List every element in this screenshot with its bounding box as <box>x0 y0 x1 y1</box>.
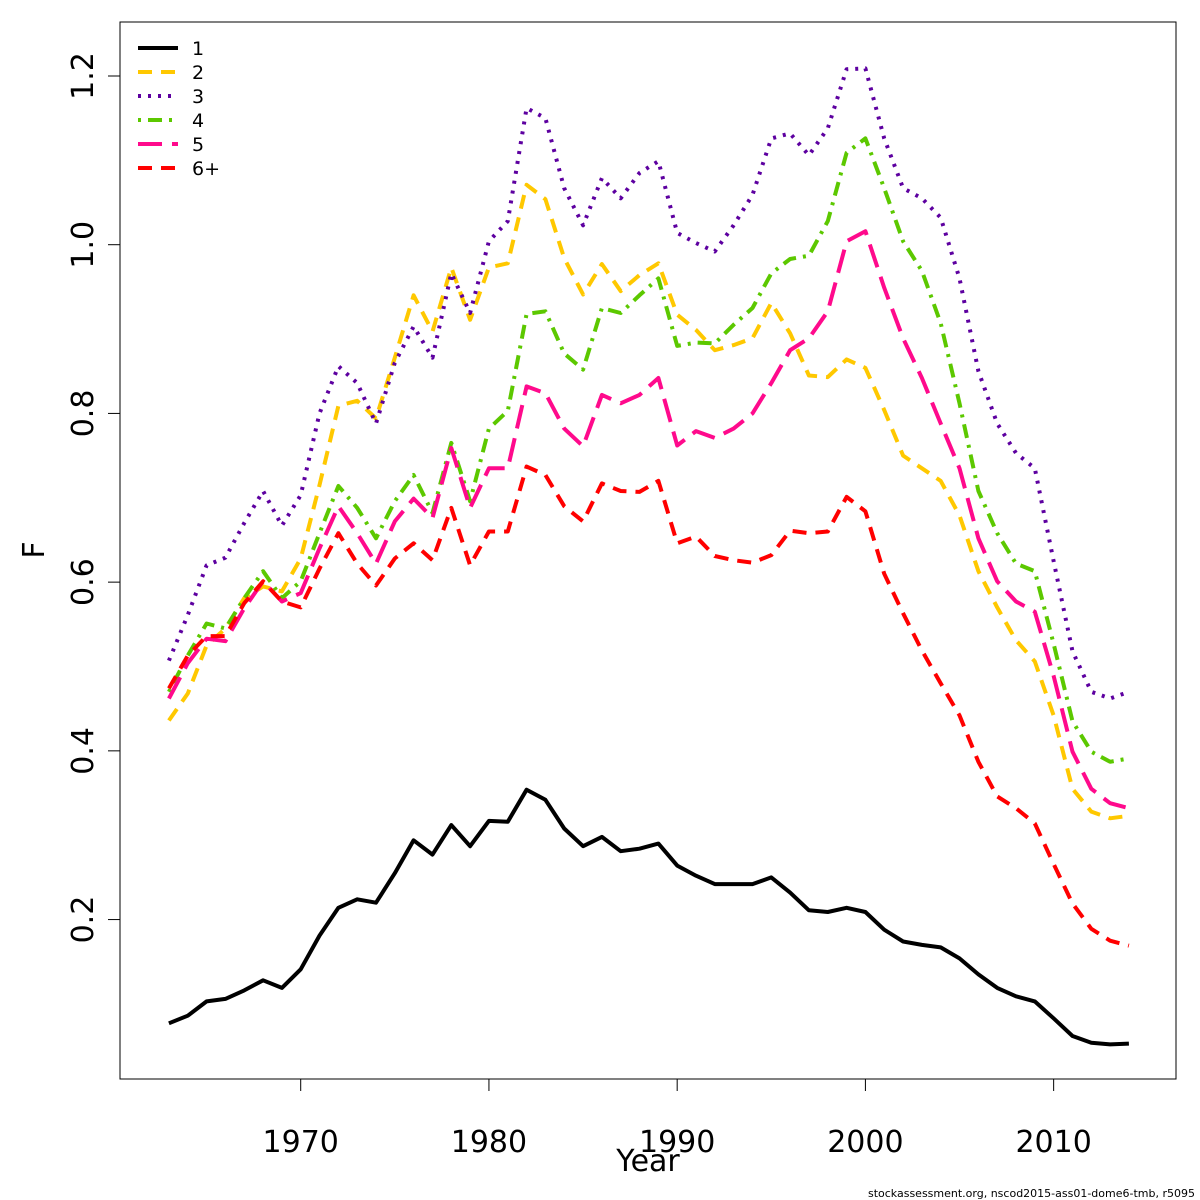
x-tick-label: 2000 <box>827 1125 903 1160</box>
x-tick-label: 2010 <box>1015 1125 1091 1160</box>
series-line-6+ <box>167 464 1130 948</box>
legend-label: 1 <box>192 38 204 60</box>
plot-frame <box>119 21 1177 1080</box>
footer-credit: stockassessment.org, nscod2015-ass01-dom… <box>868 1187 1195 1200</box>
y-axis-label: F <box>17 541 52 558</box>
series-line-4 <box>167 136 1130 764</box>
series-line-3 <box>167 66 1130 701</box>
y-tick-label: 0.2 <box>66 896 101 944</box>
x-tick-label: 1970 <box>263 1125 339 1160</box>
legend-label: 2 <box>192 62 204 84</box>
x-tick-label: 1990 <box>639 1125 715 1160</box>
x-axis-label: Year <box>615 1144 680 1179</box>
y-tick-label: 0.6 <box>66 558 101 606</box>
legend-label: 4 <box>192 110 204 132</box>
series-line-5 <box>167 229 1130 811</box>
y-tick-label: 0.8 <box>66 390 101 438</box>
y-tick-label: 0.4 <box>66 727 101 775</box>
y-tick-label: 1.2 <box>66 52 101 100</box>
x-tick-label: 1980 <box>451 1125 527 1160</box>
legend-label: 3 <box>192 86 204 108</box>
legend-label: 5 <box>192 134 204 156</box>
legend-label: 6+ <box>192 158 220 180</box>
series-line-1 <box>168 787 1129 1047</box>
y-tick-label: 1.0 <box>66 221 101 269</box>
series-line-2 <box>167 182 1130 821</box>
